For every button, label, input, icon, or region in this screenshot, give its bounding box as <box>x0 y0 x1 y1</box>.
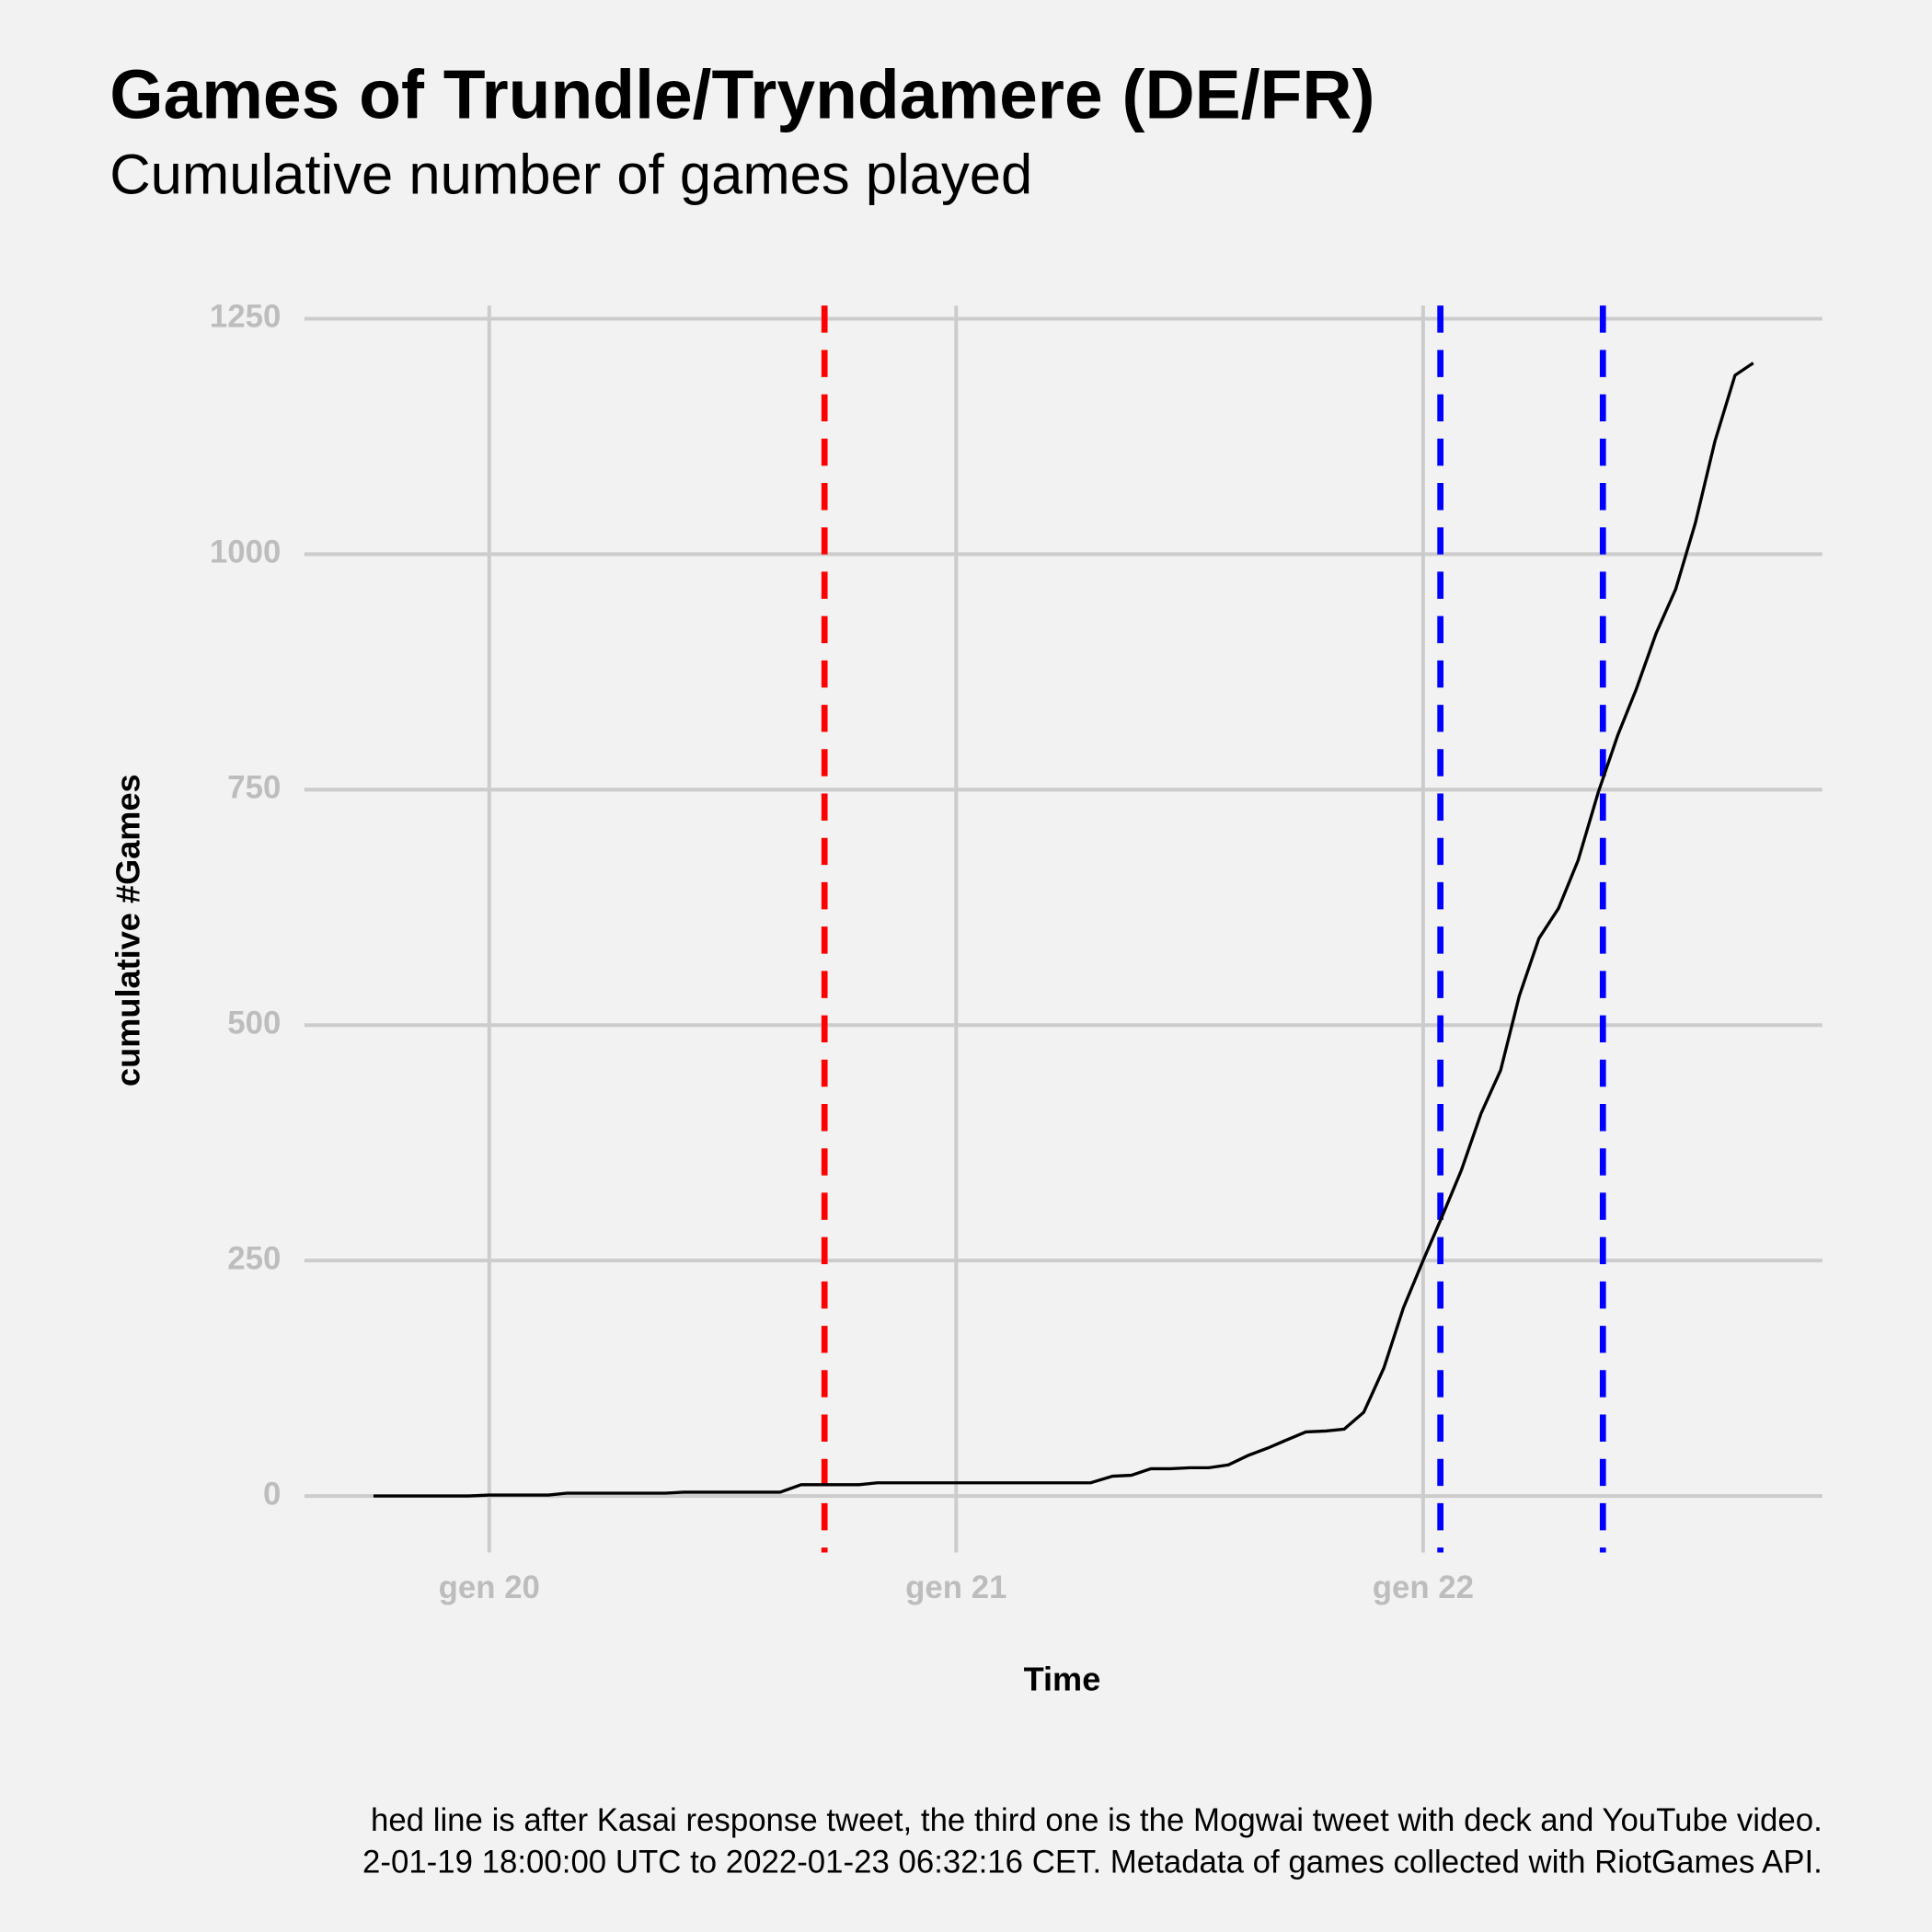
chart-subtitle: Cumulative number of games played <box>109 143 1032 206</box>
caption-line: hed line is after Kasai response tweet, … <box>371 1802 1823 1838</box>
line <box>373 362 1754 1498</box>
x-axis-title: Time <box>1024 1661 1101 1698</box>
x-tick-label: gen 20 <box>439 1570 540 1605</box>
x-tick-label: gen 22 <box>1373 1570 1474 1605</box>
caption-line: 2-01-19 18:00:00 UTC to 2022-01-23 06:32… <box>362 1845 1823 1880</box>
y-tick-label: 500 <box>227 1005 281 1041</box>
x-tick-label: gen 21 <box>905 1570 1006 1605</box>
y-tick-label: 250 <box>227 1240 281 1276</box>
y-tick-label: 750 <box>227 770 281 806</box>
y-tick-label: 1250 <box>210 299 281 335</box>
y-axis-title: cumulative #Games <box>109 774 146 1087</box>
y-tick-label: 1000 <box>210 535 281 570</box>
chart-title: Games of Trundle/Tryndamere (DE/FR) <box>109 56 1374 133</box>
y-tick-label: 0 <box>263 1476 281 1512</box>
